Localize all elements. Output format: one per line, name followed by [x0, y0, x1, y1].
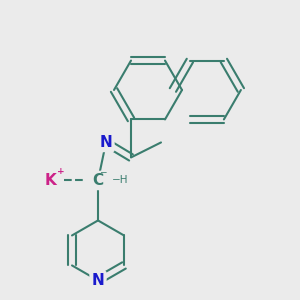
Text: −H: −H [112, 176, 128, 185]
Text: N: N [92, 273, 104, 288]
Text: +: + [57, 167, 65, 176]
Text: N: N [100, 135, 112, 150]
Text: −: − [99, 167, 107, 176]
Text: K: K [44, 173, 56, 188]
Text: C: C [92, 173, 104, 188]
